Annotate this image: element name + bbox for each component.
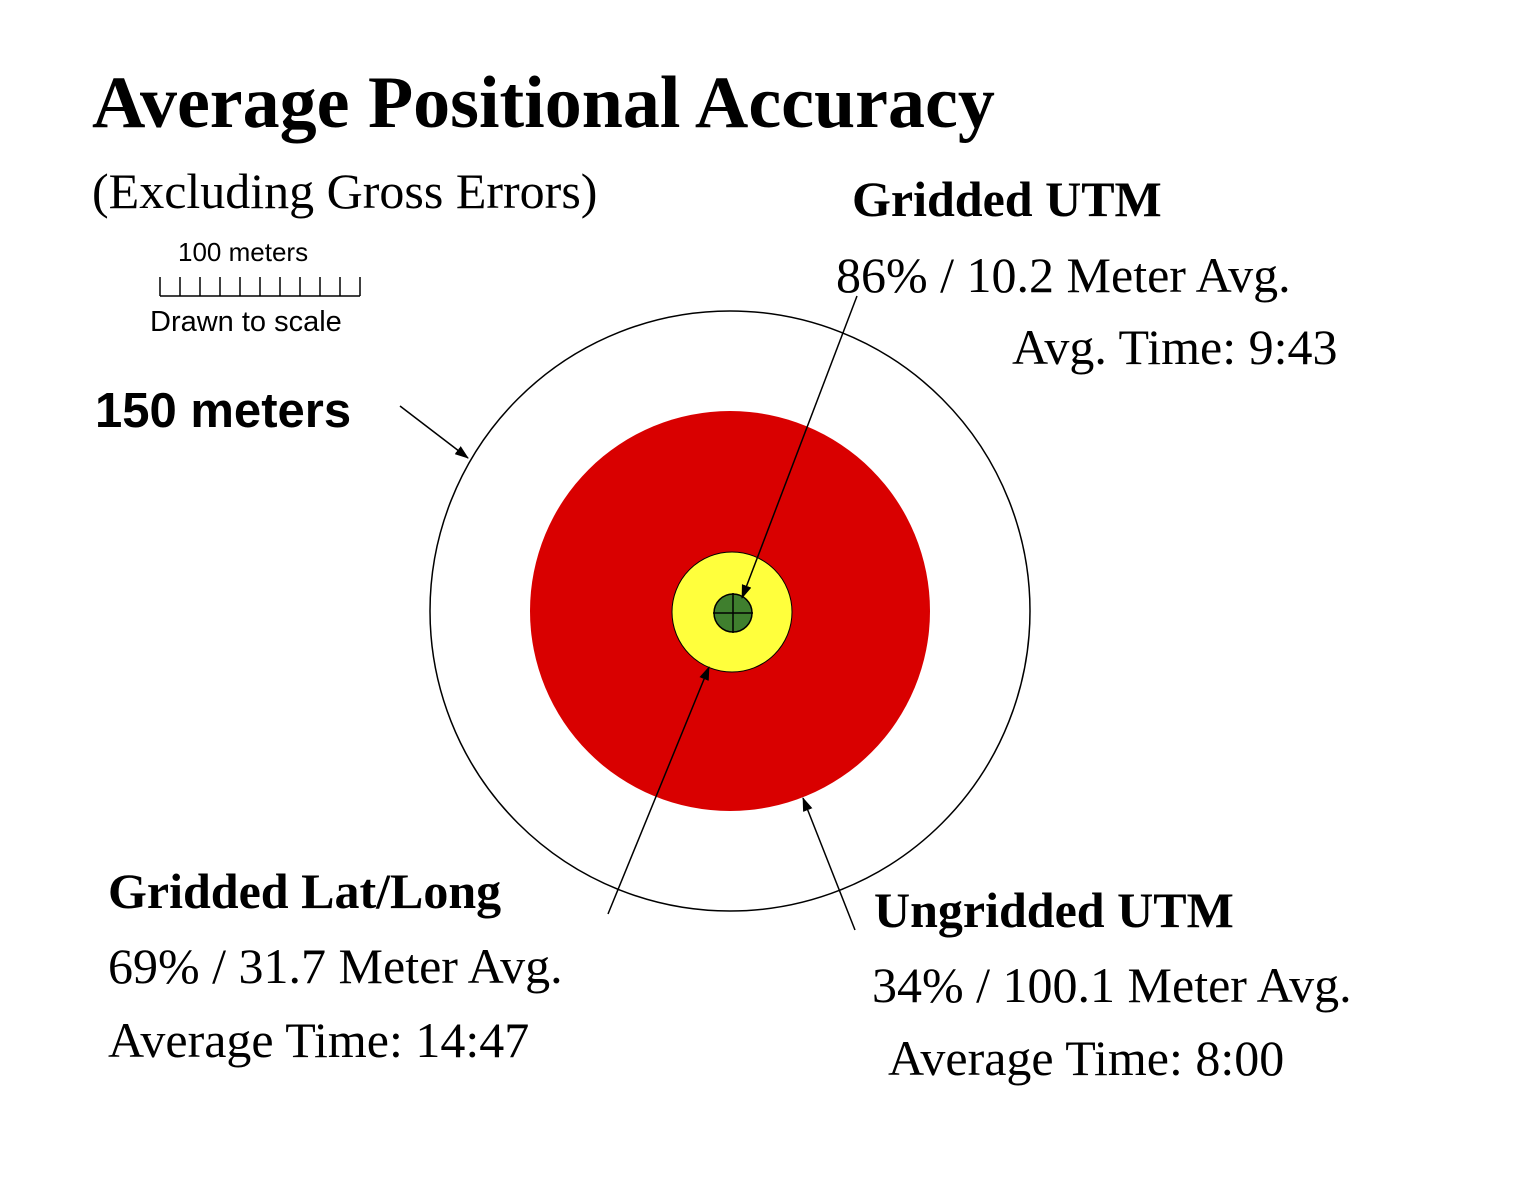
- crosshair-icon: [713, 593, 753, 633]
- gridded-utm-stat: 86% / 10.2 Meter Avg.: [836, 247, 1291, 303]
- page-subtitle: (Excluding Gross Errors): [92, 163, 598, 219]
- page-title: Average Positional Accuracy: [92, 62, 995, 144]
- gridded-latlong-time: Average Time: 14:47: [108, 1012, 530, 1068]
- gridded-utm-time: Avg. Time: 9:43: [1012, 319, 1338, 375]
- arrow-150-meters: [399, 405, 469, 459]
- scale-bar: [159, 277, 361, 297]
- gridded-latlong-heading: Gridded Lat/Long: [108, 863, 502, 919]
- arrow-gridded-latlong: [607, 666, 710, 915]
- gridded-latlong-stat: 69% / 31.7 Meter Avg.: [108, 938, 563, 994]
- arrow-ungridded-utm: [802, 797, 856, 931]
- gridded-utm-heading: Gridded UTM: [852, 171, 1162, 227]
- ungridded-utm-heading: Ungridded UTM: [874, 882, 1234, 938]
- outer-ring-label: 150 meters: [95, 384, 352, 438]
- ungridded-utm-stat: 34% / 100.1 Meter Avg.: [872, 957, 1352, 1013]
- arrow-gridded-utm: [741, 295, 858, 599]
- scale-bar-note: Drawn to scale: [150, 306, 342, 338]
- ungridded-utm-time: Average Time: 8:00: [888, 1030, 1285, 1086]
- scale-bar-length-label: 100 meters: [178, 237, 309, 267]
